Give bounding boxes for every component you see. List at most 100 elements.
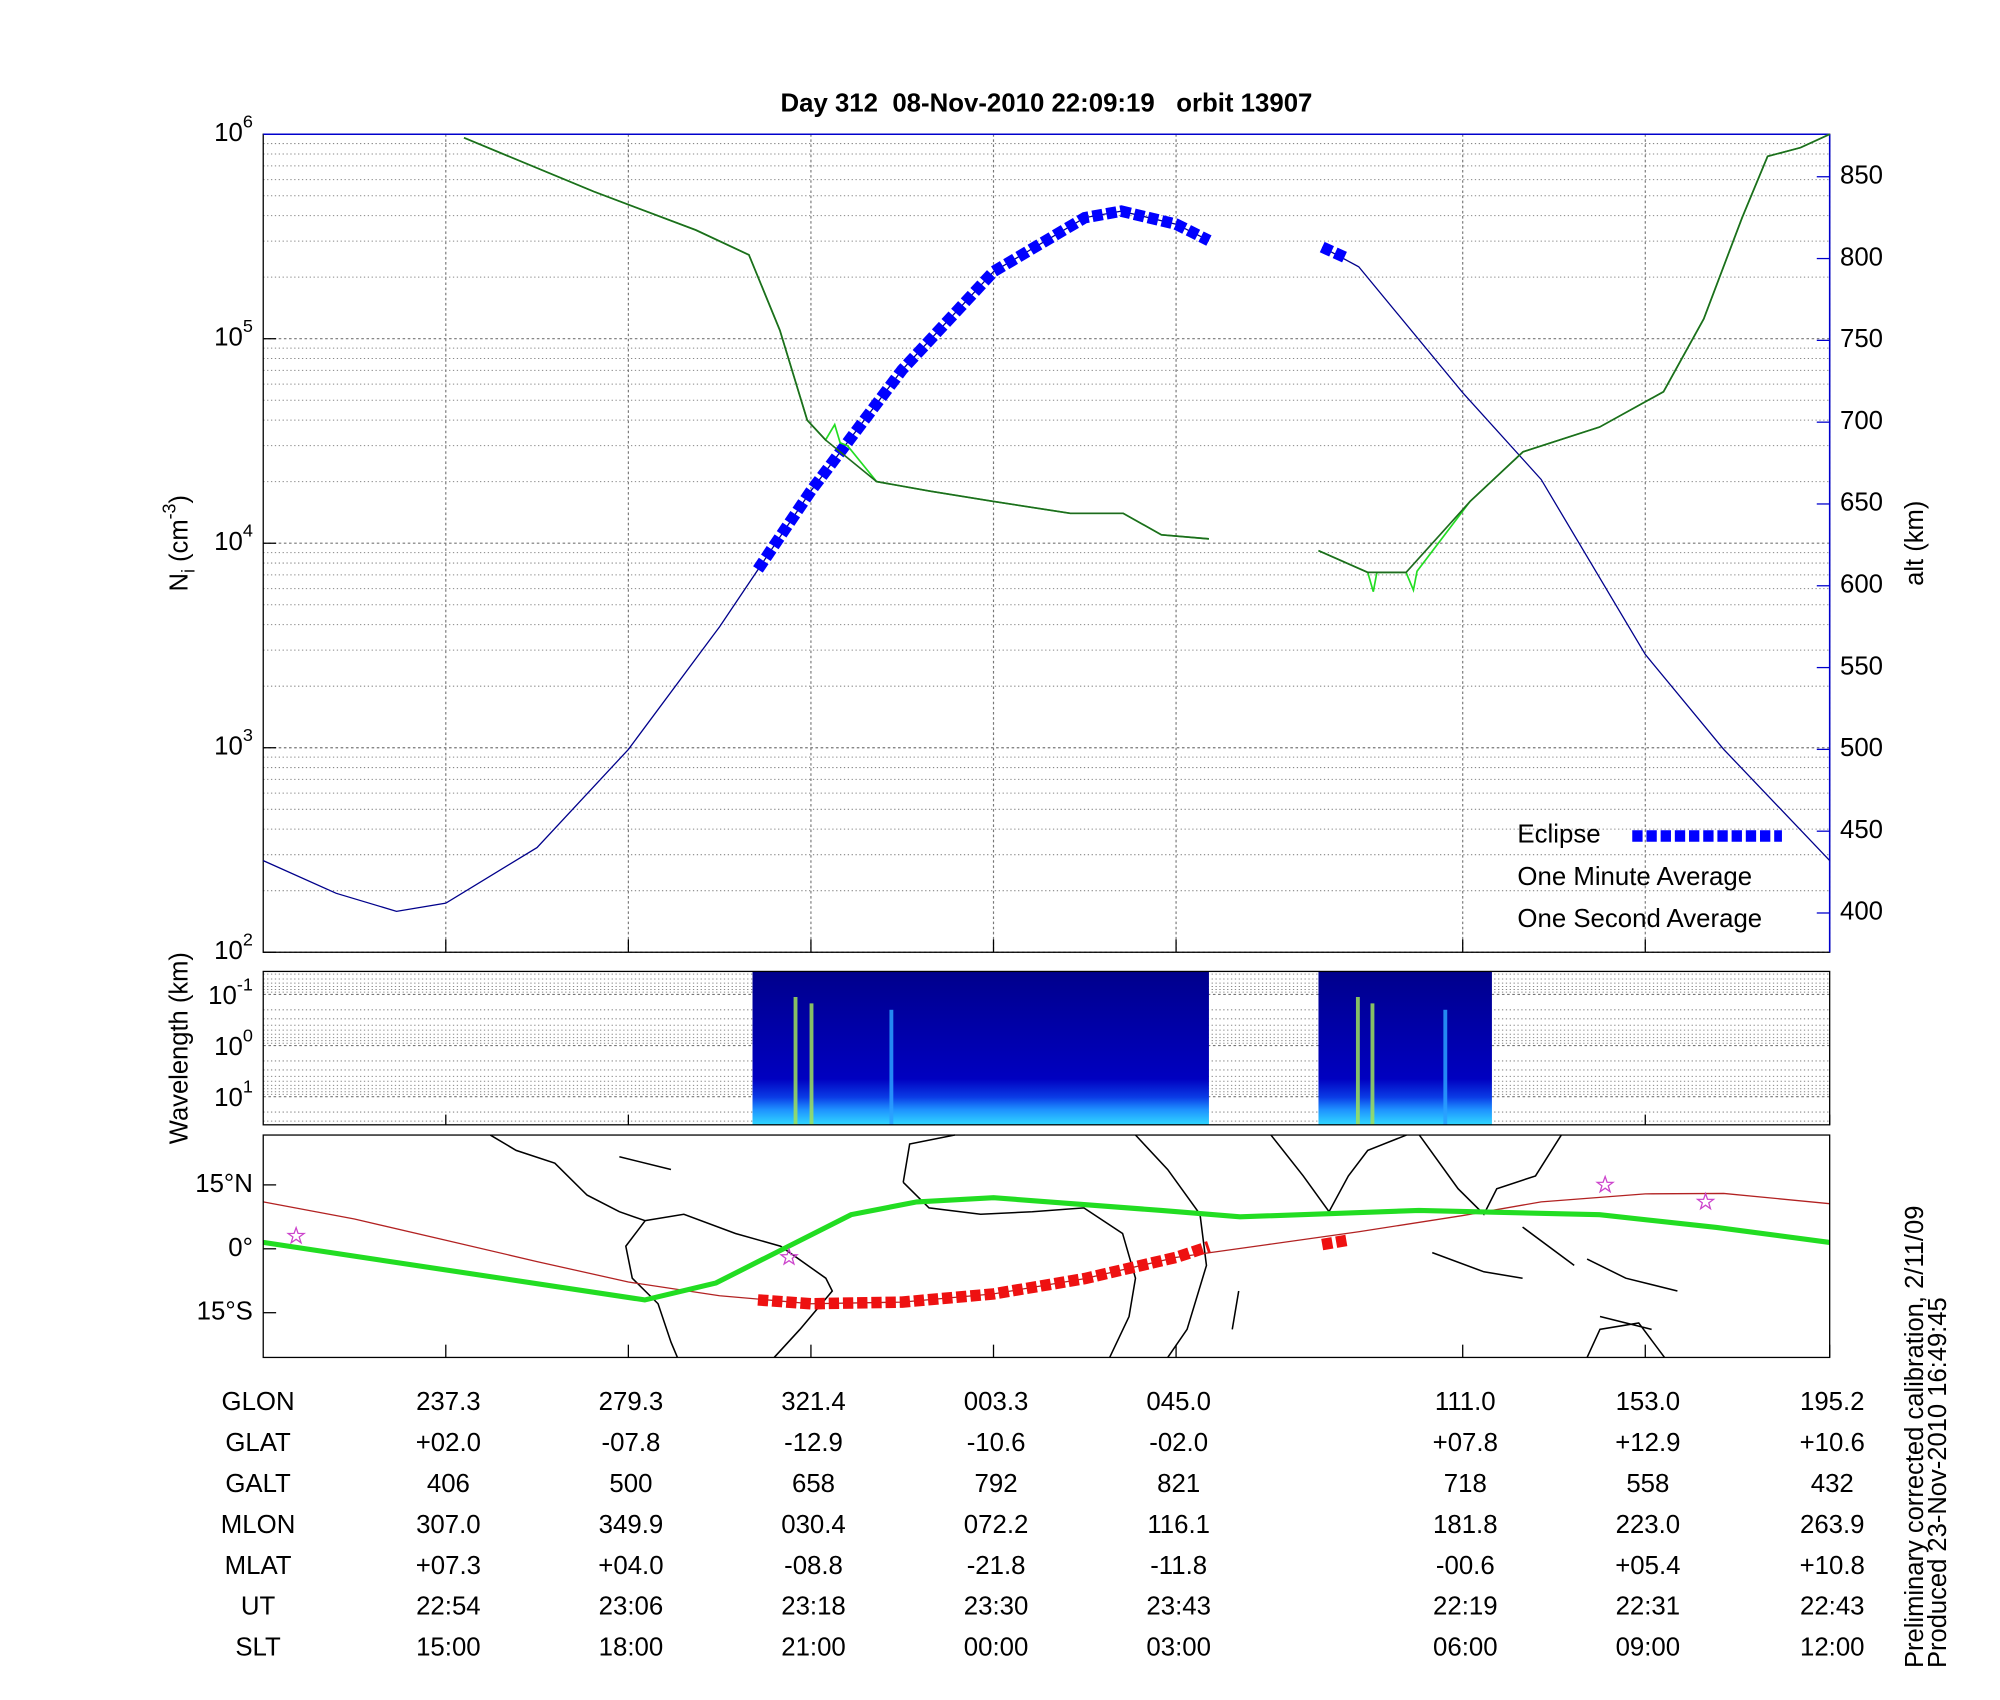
tick-base: 10 — [214, 528, 243, 556]
tick-base: 0° — [228, 1234, 253, 1262]
table-cell: 263.9 — [1800, 1511, 1865, 1539]
row-label: GALT — [225, 1470, 291, 1498]
table-cell: +12.9 — [1615, 1429, 1680, 1457]
table-cell: +02.0 — [416, 1429, 481, 1457]
table-cell: 06:00 — [1433, 1634, 1498, 1662]
coastline — [902, 1134, 1240, 1358]
table-cell: +10.8 — [1800, 1552, 1865, 1580]
y-axis-label-part: -3 — [159, 503, 179, 519]
table-cell: 718 — [1444, 1470, 1487, 1498]
row-label: UT — [241, 1593, 276, 1621]
data-line — [463, 133, 1831, 574]
y2-axis-label: alt (km) — [1901, 501, 1929, 586]
y-axis-label-part: ) — [165, 495, 193, 504]
table-cell: -00.6 — [1436, 1552, 1495, 1580]
tick-label: 104 — [214, 521, 253, 556]
table-cell: 03:00 — [1146, 1634, 1211, 1662]
tick-base: 15°S — [197, 1298, 253, 1326]
tick-base: 10 — [214, 1033, 243, 1061]
note: Preliminary corrected calibration, 2/11/… — [1901, 1206, 1929, 1669]
table-cell: 12:00 — [1800, 1634, 1865, 1662]
row-label: GLAT — [225, 1429, 291, 1457]
tick-label: 850 — [1840, 162, 1883, 190]
tick-exponent: -1 — [237, 974, 253, 994]
table-cell: 181.8 — [1433, 1511, 1498, 1539]
spectrogram-streak — [809, 1003, 814, 1125]
tick-label: 650 — [1840, 489, 1883, 517]
table-cell: 003.3 — [964, 1388, 1029, 1416]
coastline — [1270, 1134, 1678, 1358]
table-cell: 321.4 — [781, 1388, 846, 1416]
tick-label: 0° — [228, 1234, 253, 1262]
tick-exponent: 5 — [243, 316, 253, 336]
table-cell: 045.0 — [1146, 1388, 1211, 1416]
tick-exponent: 2 — [243, 930, 253, 950]
table-cell: -11.8 — [1150, 1552, 1207, 1580]
star-marker — [1695, 1191, 1716, 1211]
spectrogram-streak — [1355, 996, 1360, 1125]
table-cell: 153.0 — [1616, 1388, 1681, 1416]
table-cell: 18:00 — [599, 1634, 664, 1662]
table-cell: 21:00 — [781, 1634, 846, 1662]
table-cell: 500 — [609, 1470, 652, 1498]
tick-base: 10 — [214, 733, 243, 761]
tick-label: 600 — [1840, 571, 1883, 599]
y-axis-label: Ni (cm-3) — [159, 495, 198, 592]
table-cell: +04.0 — [598, 1552, 663, 1580]
tick-exponent: 4 — [243, 521, 253, 541]
tick-base: 10 — [208, 982, 237, 1010]
table-cell: 030.4 — [781, 1511, 846, 1539]
tick-exponent: 6 — [243, 112, 253, 132]
panel-frame — [262, 1134, 1831, 1359]
track-line — [262, 1195, 1831, 1303]
tick-label: 700 — [1840, 407, 1883, 435]
table-cell: -10.6 — [967, 1429, 1026, 1457]
chart-title: Day 312 08-Nov-2010 22:09:19 orbit 13907 — [780, 90, 1312, 118]
note: Produced 23-Nov-2010 16:49:45 — [1924, 1297, 1952, 1668]
table-cell: -21.8 — [967, 1552, 1026, 1580]
y-axis-label: Wavelength (km) — [165, 952, 193, 1144]
table-cell: 307.0 — [416, 1511, 481, 1539]
row-label: SLT — [235, 1634, 281, 1662]
coastline — [489, 1134, 834, 1358]
table-cell: +05.4 — [1615, 1552, 1680, 1580]
tick-label: 106 — [214, 112, 253, 147]
tick-label: 101 — [214, 1077, 253, 1112]
table-cell: 23:18 — [781, 1593, 846, 1621]
table-cell: 195.2 — [1800, 1388, 1865, 1416]
table-cell: 821 — [1157, 1470, 1200, 1498]
table-cell: 22:43 — [1800, 1593, 1865, 1621]
table-cell: +07.3 — [416, 1552, 481, 1580]
legend-label: One Minute Average — [1517, 863, 1752, 891]
table-cell: 223.0 — [1616, 1511, 1681, 1539]
tick-label: 500 — [1840, 734, 1883, 762]
tick-label: 100 — [214, 1025, 253, 1060]
spectrogram-block — [1318, 971, 1492, 1125]
star-marker — [779, 1247, 799, 1266]
spectrogram-streak — [1370, 1003, 1375, 1125]
table-cell: 22:19 — [1433, 1593, 1498, 1621]
table-cell: 279.3 — [599, 1388, 664, 1416]
y-axis-label-part: (cm — [165, 519, 193, 569]
tick-label: 550 — [1840, 652, 1883, 680]
table-cell: 558 — [1626, 1470, 1669, 1498]
panel-frame — [262, 970, 1831, 1126]
coastlines — [489, 1134, 1678, 1358]
tick-label: 102 — [214, 930, 253, 965]
row-label: MLON — [221, 1511, 296, 1539]
legend-label: Eclipse — [1517, 821, 1600, 849]
spectrogram-streak — [1443, 1009, 1448, 1125]
row-label: GLON — [222, 1388, 295, 1416]
star-marker — [286, 1225, 307, 1245]
tick-label: 103 — [214, 725, 253, 760]
tick-label: 105 — [214, 316, 253, 351]
table-cell: -07.8 — [602, 1429, 661, 1457]
table-cell: 23:30 — [964, 1593, 1029, 1621]
eclipse-line — [753, 205, 1351, 573]
spectrogram-streak — [889, 1009, 894, 1125]
tick-exponent: 3 — [243, 725, 253, 745]
tick-label: 15°S — [197, 1298, 253, 1326]
star-marker — [1595, 1174, 1615, 1194]
